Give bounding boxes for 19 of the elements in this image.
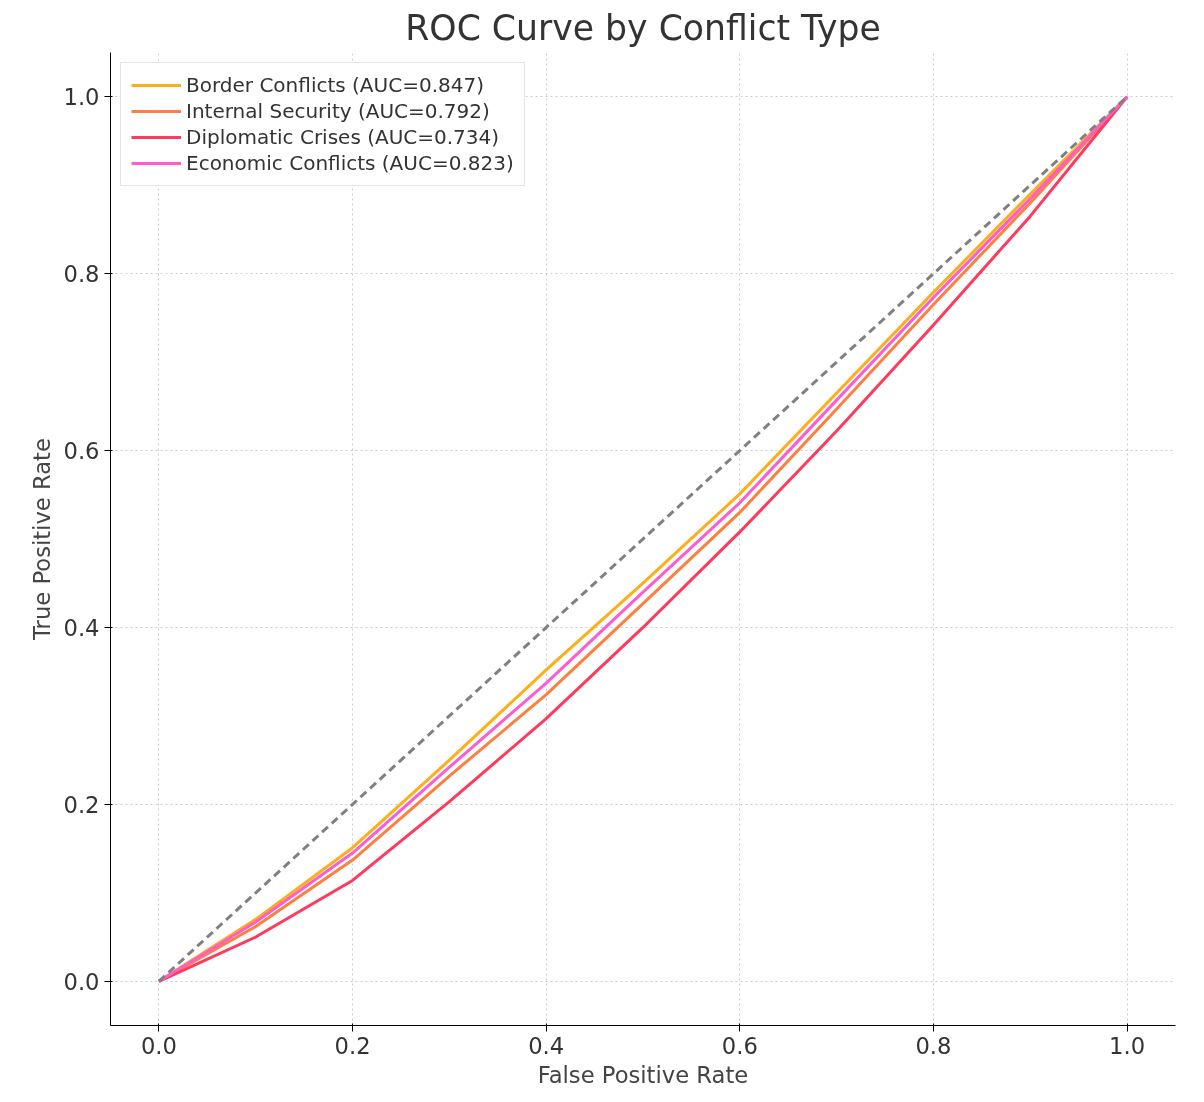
y-axis-title: True Positive Rate (29, 438, 56, 641)
y-tick-label: 0.4 (63, 614, 100, 641)
y-tick-label: 0.6 (63, 438, 100, 465)
y-tick-label: 0.0 (63, 968, 100, 995)
legend-label: Diplomatic Crises (AUC=0.734) (186, 125, 500, 149)
x-tick-label: 1.0 (1109, 1032, 1146, 1059)
x-tick-label: 0.0 (140, 1032, 177, 1059)
legend-label: Economic Conflicts (AUC=0.823) (186, 151, 514, 175)
x-tick-label: 0.2 (334, 1032, 371, 1059)
x-axis-title: False Positive Rate (537, 1061, 749, 1088)
legend-label: Internal Security (AUC=0.792) (186, 99, 490, 123)
y-tick-label: 0.8 (63, 261, 100, 288)
x-tick-label: 0.6 (721, 1032, 758, 1059)
y-tick-label: 1.0 (63, 84, 100, 111)
y-tick-label: 0.2 (63, 791, 100, 818)
legend-label: Border Conflicts (AUC=0.847) (186, 73, 484, 97)
x-tick-label: 0.8 (915, 1032, 952, 1059)
chart-title: ROC Curve by Conflict Type (405, 7, 881, 48)
x-tick-label: 0.4 (528, 1032, 565, 1059)
